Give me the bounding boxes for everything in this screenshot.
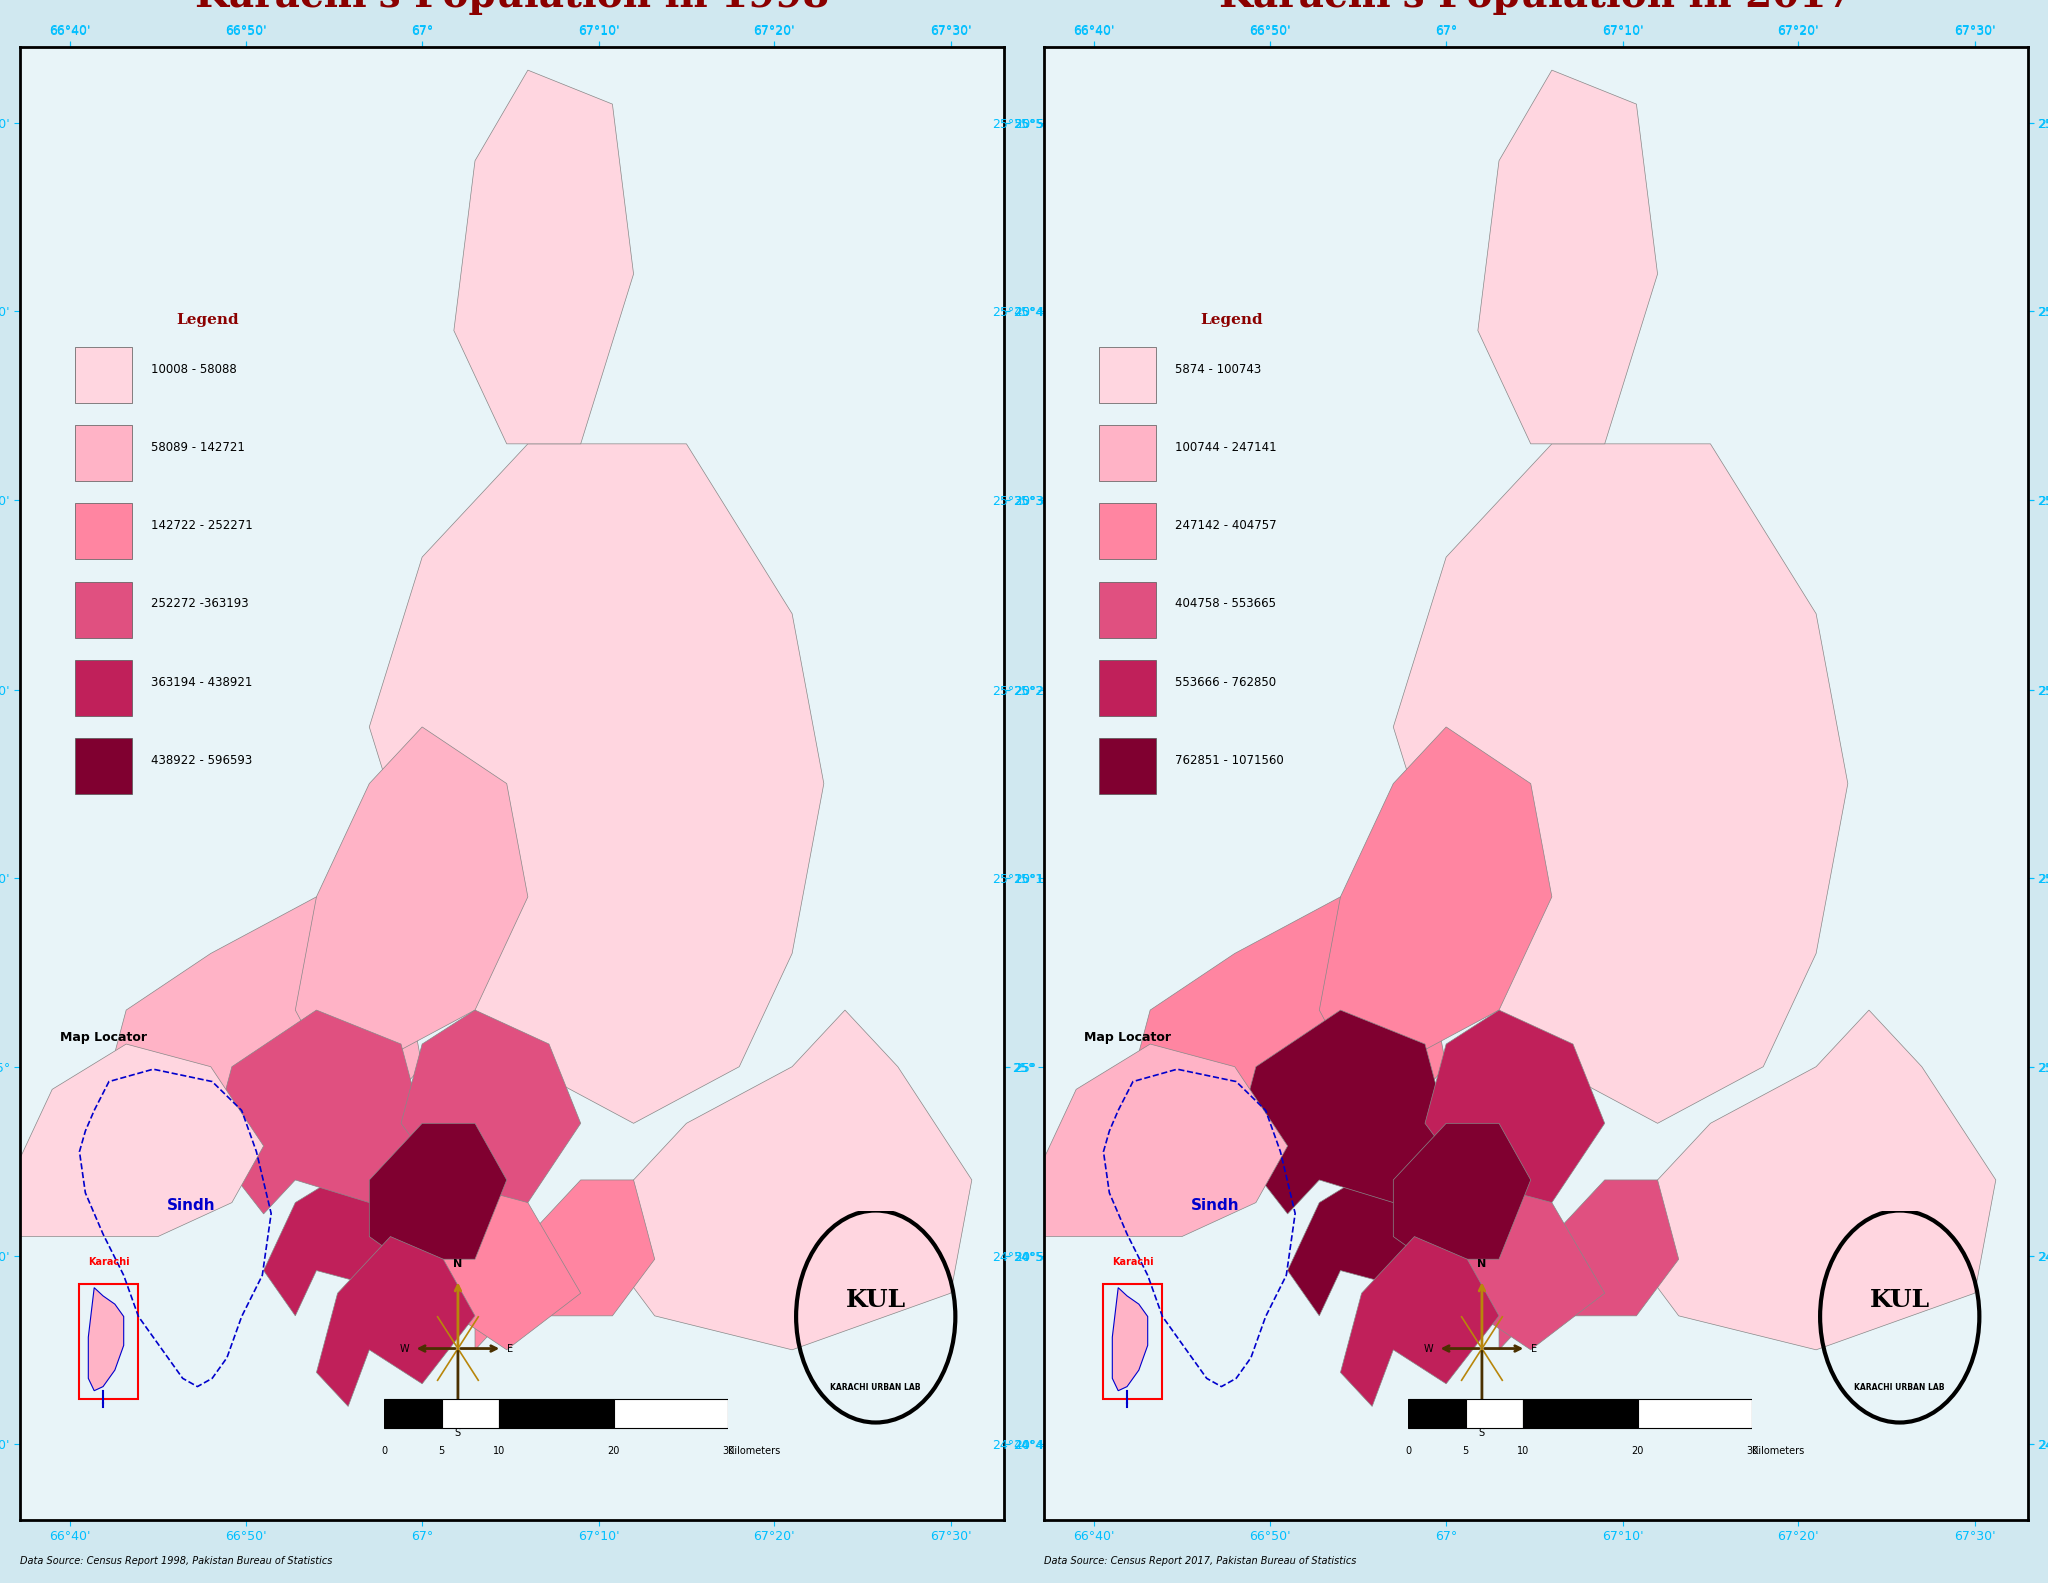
Title: Karachi's Population in 1998: Karachi's Population in 1998 bbox=[195, 0, 829, 16]
Title: Karachi's Population in 2017: Karachi's Population in 2017 bbox=[1219, 0, 1853, 16]
Polygon shape bbox=[1393, 1157, 1606, 1350]
Polygon shape bbox=[528, 1010, 973, 1350]
Polygon shape bbox=[1024, 1045, 1288, 1236]
Polygon shape bbox=[369, 1157, 582, 1350]
Polygon shape bbox=[1479, 70, 1657, 443]
Polygon shape bbox=[264, 1157, 442, 1315]
Text: Data Source: Census Report 2017, Pakistan Bureau of Statistics: Data Source: Census Report 2017, Pakista… bbox=[1044, 1556, 1358, 1567]
Text: All rights reserved @ Karachi Urban Lab: All rights reserved @ Karachi Urban Lab bbox=[463, 1412, 659, 1422]
Polygon shape bbox=[0, 1045, 264, 1236]
Polygon shape bbox=[1552, 1010, 1997, 1350]
Polygon shape bbox=[401, 1010, 582, 1203]
Polygon shape bbox=[369, 443, 823, 1124]
Polygon shape bbox=[1288, 1157, 1466, 1315]
Text: All rights reserved @ Karachi Urban Lab: All rights reserved @ Karachi Urban Lab bbox=[1487, 1412, 1683, 1422]
Polygon shape bbox=[104, 898, 422, 1179]
Polygon shape bbox=[1319, 727, 1552, 1089]
Polygon shape bbox=[1393, 443, 1847, 1124]
Polygon shape bbox=[1425, 1010, 1606, 1203]
Text: Map Locator: Map Locator bbox=[1083, 1031, 1171, 1045]
Polygon shape bbox=[455, 70, 633, 443]
Text: Data Source: Census Report 1998, Pakistan Bureau of Statistics: Data Source: Census Report 1998, Pakista… bbox=[20, 1556, 334, 1567]
Polygon shape bbox=[211, 1010, 422, 1214]
Polygon shape bbox=[475, 1179, 655, 1350]
Text: Map Locator: Map Locator bbox=[59, 1031, 147, 1045]
Polygon shape bbox=[369, 1124, 506, 1258]
Polygon shape bbox=[1235, 1010, 1446, 1214]
Polygon shape bbox=[1128, 898, 1446, 1179]
Polygon shape bbox=[1393, 1124, 1530, 1258]
Polygon shape bbox=[317, 1236, 475, 1406]
Polygon shape bbox=[1341, 1236, 1499, 1406]
Polygon shape bbox=[295, 727, 528, 1089]
Polygon shape bbox=[1499, 1179, 1679, 1350]
